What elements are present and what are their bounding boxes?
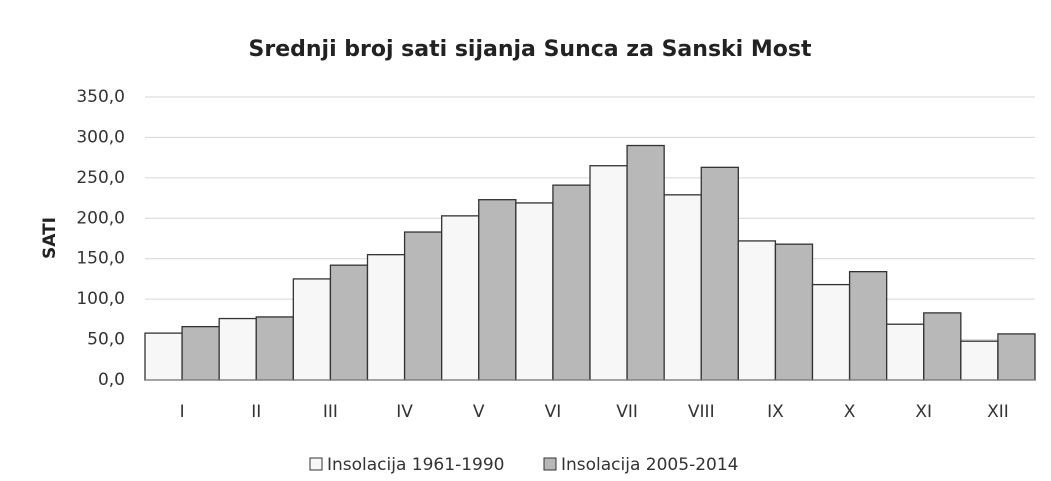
bar bbox=[218, 317, 257, 381]
x-tick-label: IV bbox=[396, 402, 413, 422]
x-tick-label: V bbox=[473, 402, 485, 422]
bar bbox=[700, 166, 739, 381]
chart-title: Srednji broj sati sijanja Sunca za Sansk… bbox=[249, 37, 812, 62]
bar bbox=[997, 333, 1036, 381]
x-tick-label: X bbox=[844, 402, 856, 422]
y-tick-label: 0,0 bbox=[98, 370, 125, 390]
x-tick-label: VIII bbox=[688, 402, 715, 422]
bar bbox=[515, 202, 554, 381]
x-tick-label: VI bbox=[545, 402, 562, 422]
y-tick-label: 100,0 bbox=[76, 289, 125, 309]
x-tick-label: XI bbox=[915, 402, 932, 422]
x-tick-label: II bbox=[251, 402, 261, 422]
bar bbox=[329, 264, 369, 381]
bar bbox=[589, 165, 628, 381]
bar bbox=[774, 243, 814, 381]
bar bbox=[737, 240, 777, 381]
y-tick-label: 350,0 bbox=[76, 87, 125, 107]
x-tick-label: VII bbox=[616, 402, 638, 422]
bar bbox=[960, 340, 999, 381]
bar bbox=[292, 278, 332, 381]
legend-swatch bbox=[309, 457, 323, 471]
bar bbox=[366, 254, 406, 381]
bar bbox=[848, 271, 888, 381]
bar bbox=[181, 325, 220, 381]
bar bbox=[663, 194, 702, 381]
y-tick-label: 250,0 bbox=[76, 168, 125, 188]
bar bbox=[144, 332, 183, 381]
legend-swatch bbox=[543, 457, 557, 471]
bar bbox=[255, 316, 294, 381]
y-tick-label: 200,0 bbox=[76, 208, 125, 228]
bar bbox=[923, 312, 962, 381]
y-tick-label: 300,0 bbox=[76, 127, 125, 147]
legend-label: Insolacija 1961-1990 bbox=[327, 455, 504, 475]
x-tick-label: IX bbox=[767, 402, 784, 422]
y-axis-label: SATI bbox=[40, 217, 60, 259]
bar bbox=[552, 184, 591, 381]
bar bbox=[626, 144, 665, 381]
y-tick-label: 150,0 bbox=[76, 249, 125, 269]
bar bbox=[403, 231, 443, 381]
bar bbox=[811, 283, 851, 381]
legend-label: Insolacija 2005-2014 bbox=[561, 455, 738, 475]
bar bbox=[441, 215, 480, 381]
bar bbox=[886, 323, 925, 381]
x-tick-label: I bbox=[180, 402, 185, 422]
bar bbox=[478, 199, 517, 381]
x-tick-label: III bbox=[323, 402, 338, 422]
x-tick-label: XII bbox=[987, 402, 1009, 422]
y-tick-label: 50,0 bbox=[87, 330, 125, 350]
